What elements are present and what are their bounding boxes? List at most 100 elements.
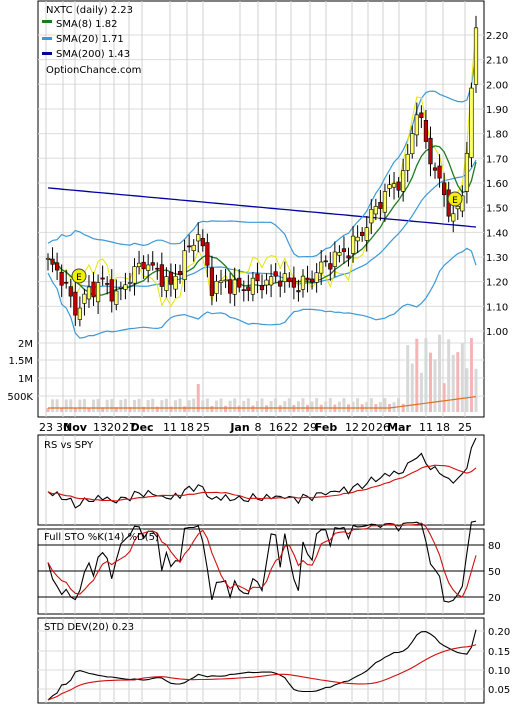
- candle-body: [250, 277, 255, 295]
- candle-body: [150, 262, 155, 266]
- candle-body: [341, 248, 347, 252]
- candle-body: [464, 153, 469, 192]
- volume-bar: [369, 398, 373, 412]
- x-tick-label: 18: [436, 421, 450, 434]
- candle-body: [200, 238, 205, 247]
- price-tick-label: 1.80: [486, 130, 508, 141]
- std-ma-line: [47, 644, 477, 701]
- sto-tick-label: 50: [488, 567, 501, 578]
- volume-bar: [69, 399, 73, 412]
- volume-bar: [383, 398, 387, 412]
- earnings-marker-2-label: E: [452, 196, 458, 206]
- volume-bar: [192, 398, 196, 412]
- volume-bar: [178, 398, 182, 412]
- volume-bar: [173, 400, 177, 412]
- price-tick-label: 1.90: [486, 105, 508, 116]
- candle-body: [196, 234, 201, 242]
- legend-sma200: SMA(200) 1.43: [56, 49, 130, 60]
- volume-bar: [269, 401, 273, 412]
- volume-tick-label: 500K: [7, 392, 33, 403]
- legend-swatch-sma200: [42, 52, 52, 55]
- candle-body: [296, 290, 301, 293]
- price-tick-label: 2.10: [486, 56, 508, 67]
- volume-bar: [187, 400, 191, 412]
- std-title: STD DEV(20) 0.23: [44, 622, 134, 633]
- volume-bar: [233, 398, 237, 412]
- candle-body: [228, 279, 233, 294]
- candlesticks: [45, 15, 479, 327]
- volume-tick-label: 1.5M: [8, 356, 33, 367]
- earnings-marker-2: [447, 191, 463, 207]
- volume-bar: [183, 406, 187, 412]
- candle-body: [378, 202, 383, 209]
- rs-ma-line: [47, 464, 477, 502]
- gridlines: [38, 1, 484, 703]
- candle-body: [391, 183, 397, 188]
- sma200-line: [47, 187, 477, 228]
- volume-bar: [210, 405, 214, 412]
- candle-body: [360, 231, 365, 236]
- candle-body: [118, 286, 123, 289]
- legend-swatch-sma8: [42, 20, 52, 23]
- candle-body: [387, 184, 392, 189]
- volume-bar: [401, 403, 405, 412]
- volume-bar: [51, 399, 55, 412]
- x-tick-label: Jan: [229, 421, 249, 434]
- volume-bar: [451, 354, 455, 412]
- candle-body: [410, 133, 415, 155]
- price-tick-label: 2.20: [486, 31, 508, 42]
- x-tick-label: 11: [163, 421, 177, 434]
- volume-bar: [64, 399, 68, 412]
- volume-bar: [242, 400, 246, 412]
- candle-body: [401, 170, 406, 192]
- volume-bar: [342, 398, 346, 412]
- upper-band-line: [47, 54, 477, 258]
- volume-bar: [442, 383, 446, 412]
- price-tick-label: 1.40: [486, 228, 508, 239]
- candle-body: [50, 258, 55, 265]
- volume-bar: [460, 343, 464, 412]
- candle-body: [319, 261, 324, 274]
- volume-bar: [196, 384, 200, 412]
- candle-body: [455, 205, 460, 210]
- volume-bar: [428, 352, 432, 412]
- volume-bar: [251, 405, 255, 412]
- candle-body: [382, 191, 388, 213]
- candle-body: [64, 281, 69, 284]
- volume-bar: [328, 398, 332, 412]
- candle-body: [259, 285, 265, 291]
- candle-body: [428, 137, 433, 165]
- volume-bar: [265, 405, 269, 412]
- candle-body: [309, 278, 315, 283]
- candle-body: [77, 307, 82, 320]
- candle-body: [255, 273, 260, 282]
- sto-k-line: [47, 520, 477, 603]
- volume-bar: [310, 401, 314, 412]
- volume-bar: [287, 398, 291, 412]
- candle-body: [232, 279, 237, 295]
- candle-body: [45, 257, 51, 260]
- x-tick-label: Feb: [315, 421, 338, 434]
- candle-body: [159, 264, 164, 287]
- legend-swatch-sma20: [42, 37, 52, 40]
- candle-body: [314, 272, 319, 283]
- x-tick-label: 27: [122, 421, 136, 434]
- legend-sma8: SMA(8) 1.82: [56, 19, 117, 30]
- volume-bar: [260, 398, 264, 412]
- candle-body: [68, 286, 73, 297]
- candle-body: [405, 153, 410, 171]
- candle-body: [451, 213, 456, 222]
- lower-band-line: [47, 247, 477, 339]
- price-tick-label: 1.00: [486, 327, 508, 338]
- volume-bar: [146, 400, 150, 412]
- earnings-marker-1-label: E: [76, 273, 82, 283]
- price-tick-label: 1.20: [486, 278, 508, 289]
- volume-bar: [133, 399, 137, 412]
- candle-body: [187, 245, 192, 248]
- price-tick-label: 1.70: [486, 154, 508, 165]
- volume-bar: [123, 398, 127, 412]
- price-tick-label: 1.60: [486, 179, 508, 190]
- volume-bar: [214, 400, 218, 412]
- std-tick-label: 0.10: [488, 666, 510, 677]
